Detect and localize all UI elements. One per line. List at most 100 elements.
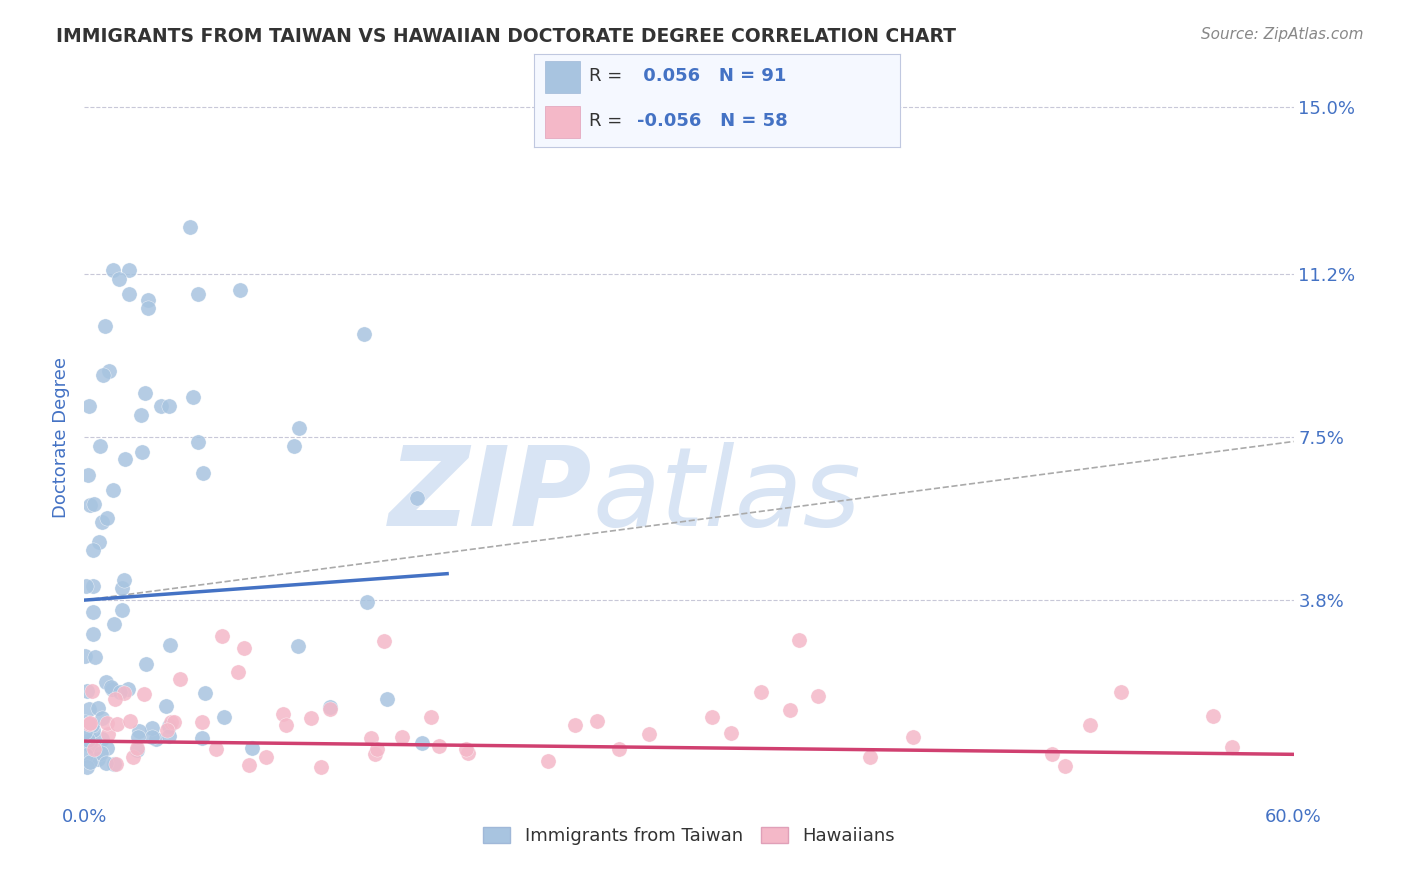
Point bbox=[135, 657, 157, 671]
Point bbox=[82, 579, 104, 593]
Point bbox=[163, 714, 186, 729]
Point bbox=[76, 732, 98, 747]
Point bbox=[749, 685, 772, 699]
Point bbox=[83, 741, 105, 756]
Point bbox=[75, 579, 97, 593]
Point bbox=[212, 710, 235, 724]
Point bbox=[77, 729, 100, 743]
Point bbox=[104, 691, 127, 706]
Point bbox=[807, 690, 830, 704]
Point bbox=[159, 638, 181, 652]
Point bbox=[427, 739, 450, 753]
Point bbox=[779, 702, 801, 716]
Point bbox=[319, 702, 342, 716]
Point bbox=[131, 445, 153, 459]
Point bbox=[84, 650, 107, 665]
Point bbox=[91, 711, 114, 725]
Point bbox=[117, 286, 139, 301]
Point bbox=[103, 757, 125, 772]
Point bbox=[103, 617, 125, 632]
Point bbox=[96, 741, 118, 756]
Point bbox=[118, 714, 141, 728]
Point bbox=[132, 687, 155, 701]
Point bbox=[127, 730, 149, 744]
Point bbox=[353, 326, 375, 341]
Point bbox=[157, 399, 180, 413]
FancyBboxPatch shape bbox=[546, 106, 581, 138]
Point bbox=[190, 715, 212, 730]
Text: atlas: atlas bbox=[592, 442, 860, 549]
Point bbox=[90, 515, 112, 529]
Point bbox=[364, 747, 387, 762]
Point bbox=[1053, 759, 1076, 773]
Point bbox=[110, 602, 132, 616]
FancyBboxPatch shape bbox=[546, 61, 581, 93]
Point bbox=[181, 390, 204, 404]
Point bbox=[700, 710, 723, 724]
Point bbox=[240, 740, 263, 755]
Point bbox=[254, 750, 277, 764]
Point bbox=[121, 750, 143, 764]
Point bbox=[112, 573, 135, 587]
Point bbox=[91, 731, 114, 746]
Point bbox=[156, 723, 179, 737]
Text: R =: R = bbox=[589, 112, 628, 130]
Point bbox=[187, 434, 209, 449]
Point bbox=[96, 756, 118, 771]
Point bbox=[134, 386, 156, 401]
Point bbox=[564, 718, 586, 732]
Point bbox=[169, 672, 191, 686]
Point bbox=[97, 727, 120, 741]
Point bbox=[79, 716, 101, 731]
Point bbox=[104, 757, 127, 772]
Point bbox=[79, 755, 101, 769]
Point bbox=[607, 741, 630, 756]
Point bbox=[77, 717, 100, 731]
Point bbox=[373, 633, 395, 648]
Point bbox=[136, 293, 159, 307]
Point bbox=[157, 729, 180, 743]
Point bbox=[75, 747, 97, 762]
Point bbox=[128, 723, 150, 738]
Point bbox=[97, 364, 120, 378]
Point bbox=[82, 606, 104, 620]
Point bbox=[94, 319, 117, 334]
Point bbox=[1109, 685, 1132, 699]
Point bbox=[105, 717, 128, 731]
Point bbox=[73, 649, 96, 664]
Point bbox=[586, 714, 609, 728]
Point bbox=[89, 439, 111, 453]
Point bbox=[117, 682, 139, 697]
Point bbox=[96, 511, 118, 525]
Point bbox=[75, 724, 97, 739]
Point bbox=[77, 468, 100, 483]
Point bbox=[87, 752, 110, 766]
Point bbox=[194, 686, 217, 700]
Point bbox=[82, 543, 104, 558]
Point bbox=[191, 467, 214, 481]
Point bbox=[100, 680, 122, 694]
Point bbox=[301, 711, 323, 725]
Point bbox=[411, 736, 433, 750]
Point bbox=[145, 732, 167, 747]
Point bbox=[83, 497, 105, 511]
Point bbox=[155, 699, 177, 714]
Point bbox=[720, 726, 742, 740]
Point bbox=[419, 710, 441, 724]
Point bbox=[157, 719, 180, 733]
Y-axis label: Doctorate Degree: Doctorate Degree bbox=[52, 357, 70, 517]
Point bbox=[82, 683, 104, 698]
Point bbox=[901, 730, 924, 744]
Point bbox=[118, 262, 141, 277]
Point bbox=[125, 740, 148, 755]
Point bbox=[1040, 747, 1063, 762]
Point bbox=[79, 738, 101, 752]
Point bbox=[90, 747, 112, 761]
Point bbox=[356, 595, 378, 609]
Point bbox=[129, 408, 152, 422]
Point bbox=[141, 721, 163, 735]
Point bbox=[271, 706, 294, 721]
Point bbox=[787, 633, 810, 648]
Text: -0.056   N = 58: -0.056 N = 58 bbox=[637, 112, 787, 130]
Legend: Immigrants from Taiwan, Hawaiians: Immigrants from Taiwan, Hawaiians bbox=[475, 820, 903, 852]
